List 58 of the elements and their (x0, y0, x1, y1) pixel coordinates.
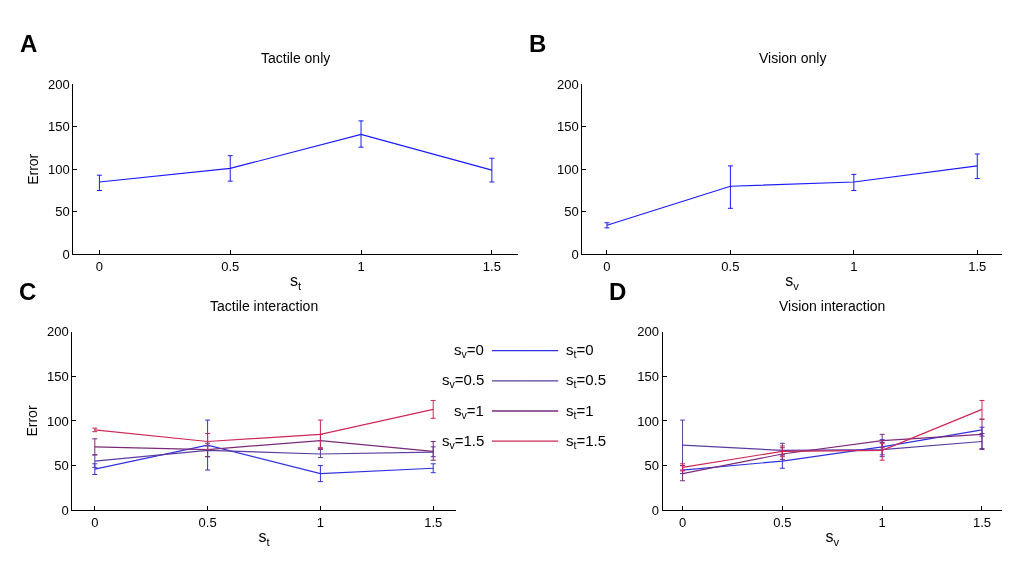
y-tick-label: 50 (54, 458, 69, 474)
x-tick-label: 0.5 (773, 514, 792, 530)
y-tick-label: 200 (637, 324, 659, 340)
legend-label: s$_{t}$=0.5 (566, 371, 607, 391)
legend-label: s$_{t}$=1.5 (566, 432, 607, 452)
y-tick-label: 150 (47, 119, 70, 135)
y-tick-label: 0 (571, 246, 579, 262)
text: C (19, 278, 37, 305)
y-axis-title: Error (23, 405, 40, 437)
legend-label: s$_{t}$=1 (566, 402, 594, 422)
y-tick-label: 0 (651, 502, 659, 518)
x-axis-title: s$_{v}$ (825, 528, 840, 548)
y-tick-label: 100 (47, 161, 70, 177)
text: D (609, 278, 627, 305)
y-tick-label: 0 (62, 246, 70, 262)
legend-label: s$_{v}$=0 (454, 341, 484, 361)
y-tick-label: 50 (644, 458, 659, 474)
x-tick-label: 1.5 (968, 258, 987, 274)
y-tick-label: 150 (637, 368, 659, 384)
x-tick-label: 1.5 (972, 514, 992, 530)
y-tick-label: 200 (556, 76, 579, 92)
x-tick-label: 0 (678, 514, 687, 530)
x-axis-title: s$_{t}$ (258, 528, 271, 548)
text: A (20, 30, 38, 57)
y-tick-label: 100 (556, 161, 579, 177)
x-tick-label: 1.5 (424, 514, 443, 530)
y-tick-label: 150 (556, 119, 579, 135)
y-tick-label: 200 (46, 324, 69, 340)
y-tick-label: 100 (637, 413, 659, 429)
chart-title: Tactile interaction (210, 298, 319, 314)
y-axis-title: Error (24, 153, 41, 185)
x-tick-label: 0.5 (721, 258, 740, 274)
x-tick-label: 1 (316, 514, 325, 530)
x-tick-label: 1 (850, 258, 858, 274)
y-tick-label: 50 (564, 204, 579, 220)
chart-title: Tactile only (261, 50, 331, 66)
x-tick-label: 1 (357, 258, 365, 274)
y-tick-label: 150 (46, 368, 69, 384)
y-tick-label: 200 (47, 76, 70, 92)
x-tick-label: 0.5 (198, 514, 217, 530)
x-axis-title: s$_{t}$ (290, 272, 303, 292)
x-tick-label: 0 (91, 514, 99, 530)
text: B (529, 30, 547, 57)
x-tick-label: 0.5 (221, 258, 240, 274)
y-tick-label: 100 (46, 413, 69, 429)
chart-title: Vision only (759, 50, 827, 66)
x-tick-label: 0 (603, 258, 611, 274)
y-tick-label: 0 (61, 502, 69, 518)
legend-label: s$_{t}$=0 (566, 341, 594, 361)
x-axis-title: s$_{v}$ (785, 272, 800, 292)
x-tick-label: 1.5 (482, 258, 501, 274)
x-tick-label: 1 (878, 514, 886, 530)
legend-label: s$_{v}$=1 (454, 402, 484, 422)
legend-label: s$_{v}$=0.5 (442, 371, 485, 391)
chart-title: Vision interaction (779, 298, 886, 314)
y-tick-label: 50 (55, 204, 70, 220)
x-tick-label: 0 (95, 258, 104, 274)
legend-label: s$_{v}$=1.5 (442, 432, 485, 452)
